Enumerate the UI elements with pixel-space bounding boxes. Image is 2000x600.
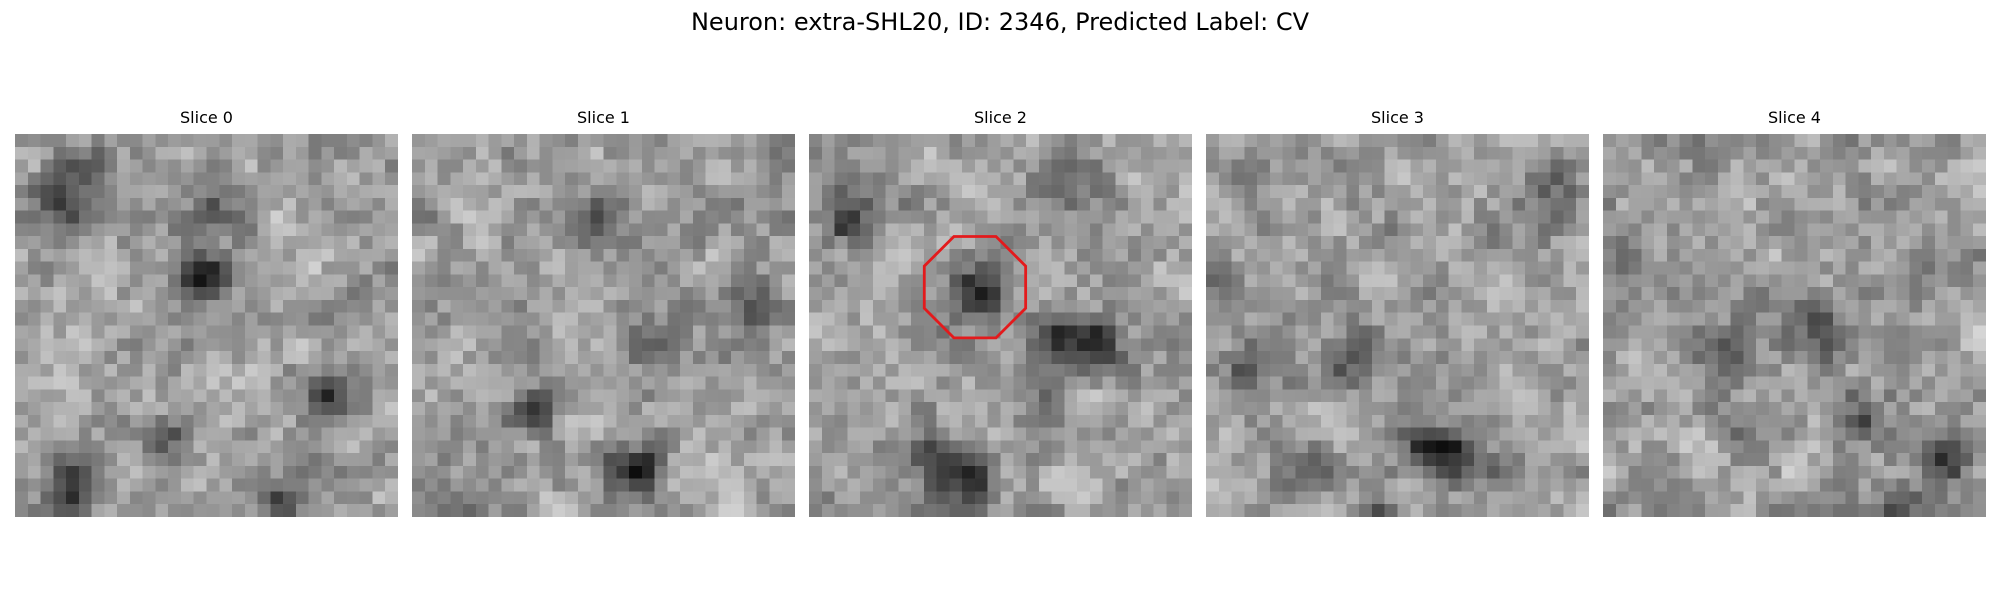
slice-panel-4: Slice 4 (1603, 108, 1986, 517)
slice-panel-2: Slice 2 (809, 108, 1192, 517)
slice-3-title: Slice 3 (1371, 108, 1424, 127)
slice-panel-3: Slice 3 (1206, 108, 1589, 517)
roi-outline (922, 235, 1028, 340)
slice-2-image (809, 134, 1192, 517)
slice-1-title: Slice 1 (577, 108, 630, 127)
slice-panel-1: Slice 1 (412, 108, 795, 517)
slice-0-title: Slice 0 (180, 108, 233, 127)
slice-panel-0: Slice 0 (15, 108, 398, 517)
slice-0-image (15, 134, 398, 517)
slice-2-title: Slice 2 (974, 108, 1027, 127)
slice-3-image (1206, 134, 1589, 517)
slice-1-image (412, 134, 795, 517)
slice-4-title: Slice 4 (1768, 108, 1821, 127)
slice-4-image (1603, 134, 1986, 517)
figure-title: Neuron: extra-SHL20, ID: 2346, Predicted… (690, 8, 1310, 36)
